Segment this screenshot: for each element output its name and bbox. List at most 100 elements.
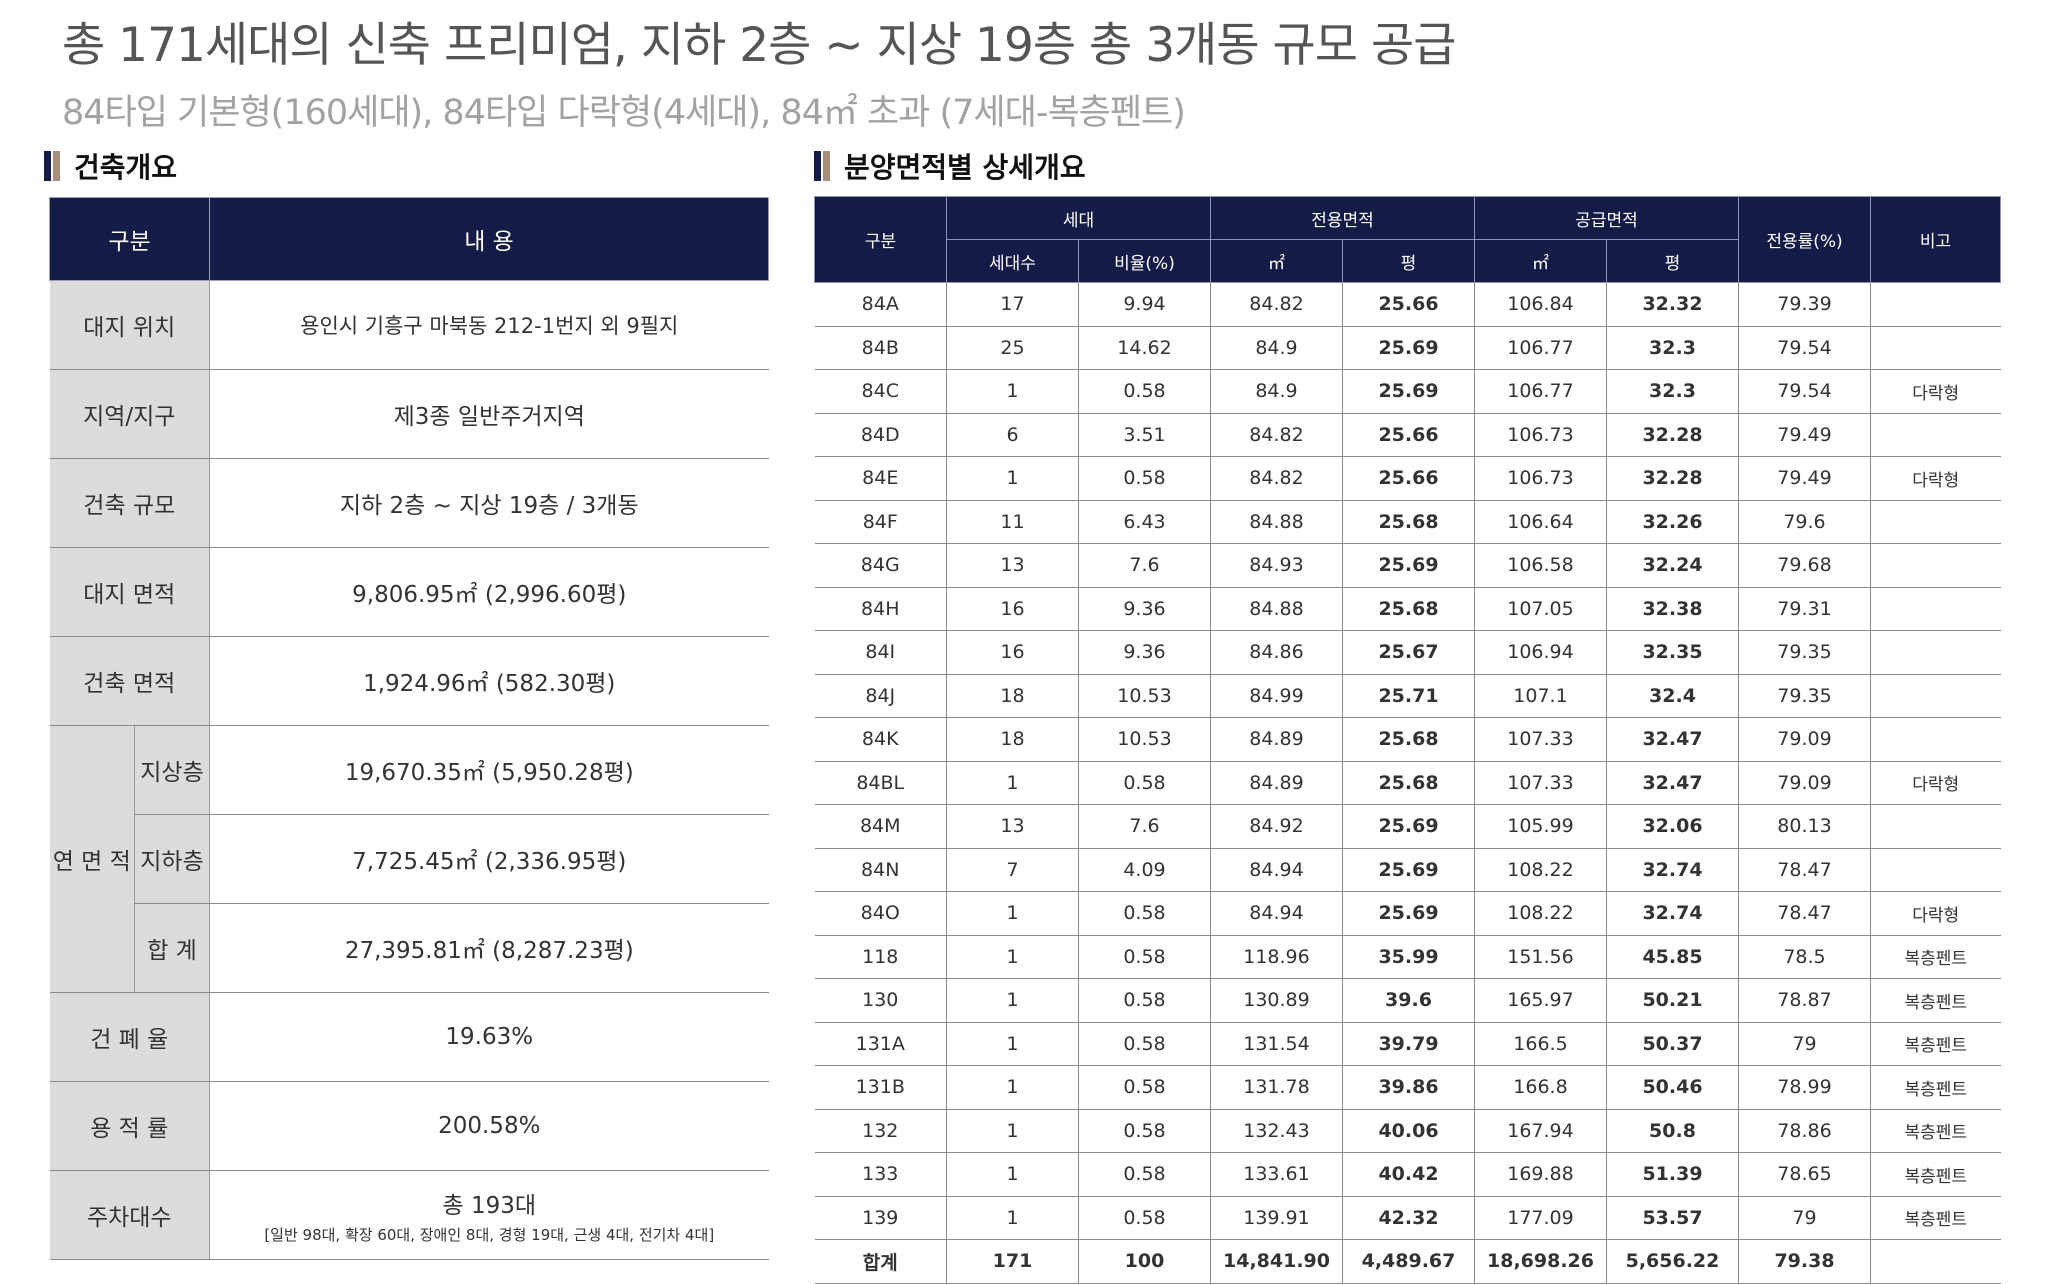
cell-percent: 0.58 [1078, 456, 1211, 501]
cell-percent: 7.6 [1078, 804, 1211, 849]
cell-remark [1870, 1239, 2001, 1284]
cell-supply-pyeong: 32.3 [1606, 326, 1739, 370]
cell-exclusive-m2: 84.88 [1210, 500, 1343, 544]
cell-supply-pyeong: 32.3 [1606, 369, 1739, 414]
cell-remark: 복층펜트 [1870, 1152, 2001, 1197]
cell-ratio: 79.38 [1738, 1239, 1871, 1284]
cell-type: 84E [814, 456, 947, 501]
cell-remark [1870, 282, 2001, 327]
cell-exclusive-pyeong: 25.71 [1342, 674, 1475, 718]
cell-exclusive-m2: 84.88 [1210, 587, 1343, 631]
cell-supply-pyeong: 50.37 [1606, 1022, 1739, 1066]
gfa-sub-label: 합 계 [133, 903, 211, 993]
cell-exclusive-pyeong: 35.99 [1342, 935, 1475, 979]
cell-type: 118 [814, 935, 947, 979]
parking-note: [일반 98대, 확장 60대, 장애인 8대, 경형 19대, 근생 4대, … [264, 1225, 715, 1244]
row-label: 건축 면적 [49, 636, 211, 726]
cell-exclusive-pyeong: 25.68 [1342, 717, 1475, 762]
cell-supply-m2: 166.5 [1474, 1022, 1607, 1066]
cell-exclusive-pyeong: 25.68 [1342, 587, 1475, 631]
cell-exclusive-m2: 131.54 [1210, 1022, 1343, 1066]
cell-type: 84BL [814, 761, 947, 805]
cell-exclusive-m2: 84.86 [1210, 630, 1343, 675]
row-value: 19.63% [209, 992, 769, 1082]
cell-exclusive-pyeong: 4,489.67 [1342, 1239, 1475, 1284]
table-row: 건 폐 율 19.63% [49, 992, 769, 1082]
area-detail-table: 구분 세대 전용면적 공급면적 전용률(%) 비고 세대수 비율(%) ㎡ 평 … [814, 196, 2001, 1284]
cell-ratio: 78.65 [1738, 1152, 1871, 1197]
cell-percent: 0.58 [1078, 369, 1211, 414]
cell-exclusive-m2: 84.92 [1210, 804, 1343, 849]
header-supply-m2: ㎡ [1474, 239, 1607, 283]
cell-ratio: 79.35 [1738, 630, 1871, 675]
cell-ratio: 79.49 [1738, 413, 1871, 457]
gfa-label: 연 면 적 [49, 725, 135, 993]
cell-count: 1 [946, 761, 1079, 805]
area-table-body: 84A 17 9.94 84.82 25.66 106.84 32.32 79.39 84B 25… [814, 282, 2001, 1284]
cell-count: 16 [946, 587, 1079, 631]
cell-exclusive-pyeong: 25.69 [1342, 326, 1475, 370]
table-row: 84B 25 14.62 84.9 25.69 106.77 32.3 79.54 [814, 326, 2001, 370]
cell-type: 합계 [814, 1239, 947, 1284]
cell-remark: 복층펜트 [1870, 1065, 2001, 1110]
cell-type: 84I [814, 630, 947, 675]
row-value: 19,670.35㎡ (5,950.28평) [209, 725, 769, 815]
table-header-row: 구분 세대 전용면적 공급면적 전용률(%) 비고 [814, 196, 2001, 283]
cell-exclusive-m2: 84.99 [1210, 674, 1343, 718]
cell-type: 84M [814, 804, 947, 849]
section-title-text: 분양면적별 상세개요 [844, 151, 1086, 184]
cell-count: 1 [946, 1109, 1079, 1153]
cell-supply-m2: 169.88 [1474, 1152, 1607, 1197]
cell-exclusive-m2: 84.82 [1210, 413, 1343, 457]
cell-percent: 0.58 [1078, 978, 1211, 1023]
cell-type: 84B [814, 326, 947, 370]
cell-remark [1870, 674, 2001, 718]
row-value: 27,395.81㎡ (8,287.23평) [209, 903, 769, 993]
table-row: 84H 16 9.36 84.88 25.68 107.05 32.38 79.31 [814, 587, 2001, 631]
table-row: 대지 면적 9,806.95㎡ (2,996.60평) [49, 547, 769, 637]
header-type: 구분 [814, 196, 947, 283]
cell-ratio: 79.31 [1738, 587, 1871, 631]
cell-supply-pyeong: 32.32 [1606, 282, 1739, 327]
cell-type: 84O [814, 891, 947, 936]
cell-remark [1870, 500, 2001, 544]
cell-exclusive-m2: 139.91 [1210, 1196, 1343, 1240]
table-row: 84C 1 0.58 84.9 25.69 106.77 32.3 79.54 다락형 [814, 369, 2001, 414]
header-percent: 비율(%) [1078, 239, 1211, 283]
cell-exclusive-pyeong: 25.69 [1342, 891, 1475, 936]
cell-remark: 복층펜트 [1870, 1022, 2001, 1066]
table-row: 132 1 0.58 132.43 40.06 167.94 50.8 78.86 복층펜트 [814, 1109, 2001, 1153]
cell-remark [1870, 630, 2001, 675]
table-subheader-row: 세대수 비율(%) ㎡ 평 ㎡ 평 [815, 239, 2001, 283]
cell-supply-m2: 151.56 [1474, 935, 1607, 979]
cell-remark: 복층펜트 [1870, 935, 2001, 979]
cell-exclusive-m2: 133.61 [1210, 1152, 1343, 1197]
cell-ratio: 79.68 [1738, 543, 1871, 588]
cell-supply-m2: 106.73 [1474, 413, 1607, 457]
cell-exclusive-pyeong: 25.66 [1342, 413, 1475, 457]
row-value: 200.58% [209, 1081, 769, 1171]
row-label: 주차대수 [49, 1170, 211, 1260]
cell-remark [1870, 326, 2001, 370]
header-content: 내 용 [209, 197, 770, 281]
table-row: 연 면 적 지상층 19,670.35㎡ (5,950.28평) [49, 725, 769, 993]
cell-supply-pyeong: 50.21 [1606, 978, 1739, 1023]
cell-supply-pyeong: 50.46 [1606, 1065, 1739, 1110]
cell-type: 84A [814, 282, 947, 327]
cell-count: 18 [946, 717, 1079, 762]
cell-supply-m2: 108.22 [1474, 848, 1607, 892]
cell-type: 130 [814, 978, 947, 1023]
cell-exclusive-m2: 131.78 [1210, 1065, 1343, 1110]
row-value: 9,806.95㎡ (2,996.60평) [209, 547, 769, 637]
cell-supply-m2: 18,698.26 [1474, 1239, 1607, 1284]
row-value: 제3종 일반주거지역 [209, 369, 769, 459]
cell-supply-pyeong: 32.26 [1606, 500, 1739, 544]
cell-remark [1870, 717, 2001, 762]
table-row: 84BL 1 0.58 84.89 25.68 107.33 32.47 79.09 다락형 [814, 761, 2001, 805]
row-value: 7,725.45㎡ (2,336.95평) [209, 814, 769, 904]
cell-supply-m2: 166.8 [1474, 1065, 1607, 1110]
cell-percent: 0.58 [1078, 935, 1211, 979]
cell-percent: 0.58 [1078, 761, 1211, 805]
table-row: 139 1 0.58 139.91 42.32 177.09 53.57 79 복층펜트 [814, 1196, 2001, 1240]
cell-remark: 복층펜트 [1870, 978, 2001, 1023]
